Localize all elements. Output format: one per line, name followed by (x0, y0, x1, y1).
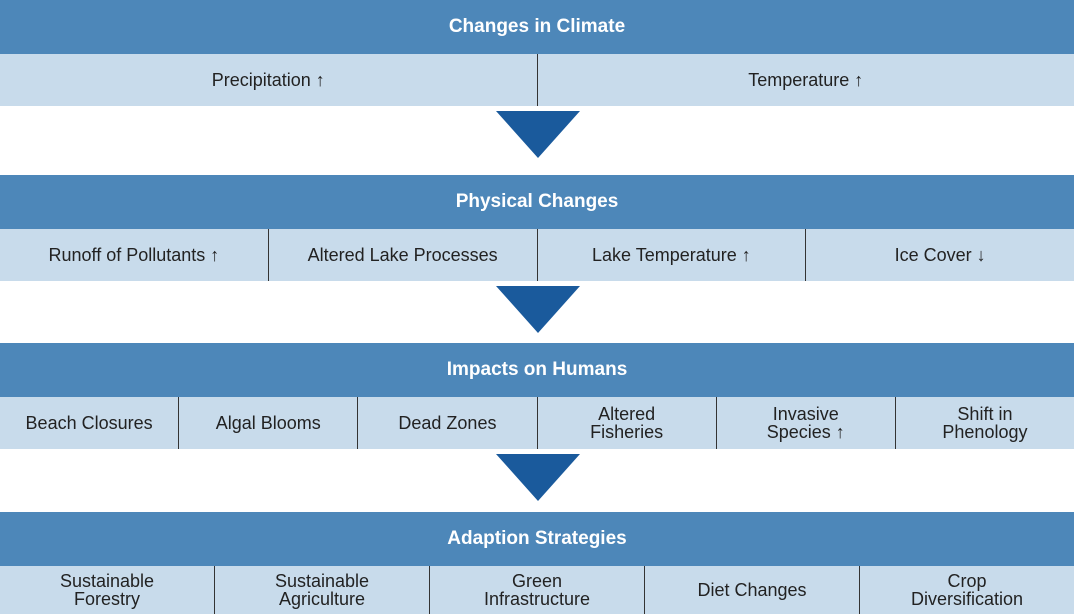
flow-arrow (496, 286, 580, 333)
item-cell: Crop Diversification (859, 566, 1074, 614)
section-row: Precipitation ↑ Temperature ↑ (0, 54, 1074, 106)
item-cell: Precipitation ↑ (211, 70, 325, 90)
section-row: Runoff of Pollutants ↑ Altered Lake Proce… (0, 229, 1074, 281)
item-cell: Diet Changes (644, 566, 859, 614)
section-title: Physical Changes (0, 175, 1074, 229)
arrow-head (496, 454, 580, 501)
flow-arrow (496, 454, 580, 501)
item-cell: Sustainable Agriculture (214, 566, 429, 614)
section-title: Changes in Climate (0, 0, 1074, 54)
flow-arrow (496, 111, 580, 158)
item-cell: Invasive Species ↑ (715, 397, 895, 449)
arrow-head (496, 286, 580, 333)
arrow-head (496, 111, 580, 158)
item-cell: Lake Temperature ↑ (536, 229, 806, 281)
item-cell: Algal Blooms (178, 397, 357, 449)
item-cell: Sustainable Forestry (59, 571, 155, 609)
item-cell: Beach Closures (25, 413, 153, 433)
item-cell: Altered Lake Processes (267, 229, 537, 281)
item-cell: Ice Cover ↓ (805, 229, 1074, 281)
section-title: Adaption Strategies (0, 512, 1074, 566)
section-row: Beach Closures Algal Blooms Dead Zones Alte… (0, 397, 1074, 449)
item-cell: Dead Zones (357, 397, 536, 449)
item-cell: Green Infrastructure (429, 566, 644, 614)
section-row: Sustainable Forestry Sustainable Agricult… (0, 566, 1074, 614)
item-cell: Altered Fisheries (536, 397, 716, 449)
item-cell: Temperature ↑ (536, 54, 1074, 106)
item-cell: Shift in Phenology (894, 397, 1074, 449)
item-cell: Runoff of Pollutants ↑ (48, 245, 220, 265)
section-title: Impacts on Humans (0, 343, 1074, 397)
